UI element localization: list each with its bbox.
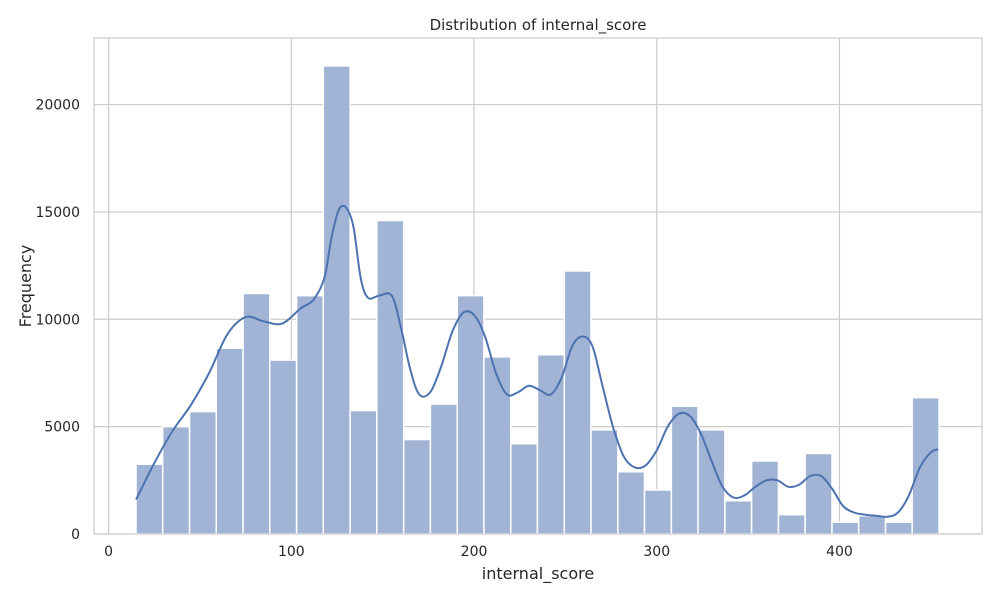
histogram-bar bbox=[750, 460, 780, 535]
histogram-bar bbox=[188, 410, 217, 535]
x-tick-label: 100 bbox=[278, 544, 305, 560]
histogram-bar bbox=[456, 294, 485, 535]
histogram-bar bbox=[724, 499, 753, 535]
x-tick-label: 200 bbox=[461, 544, 488, 560]
y-axis-label: Frequency bbox=[16, 245, 35, 328]
x-axis-label: internal_score bbox=[482, 564, 594, 584]
histogram-bar bbox=[242, 292, 271, 535]
histogram-bar bbox=[295, 294, 325, 535]
histogram-bar bbox=[510, 443, 539, 535]
y-tick-label: 0 bbox=[71, 527, 80, 543]
histogram-bar bbox=[563, 270, 592, 535]
chart-title: Distribution of internal_score bbox=[430, 16, 647, 35]
histogram-bar bbox=[349, 409, 378, 535]
histogram-bar bbox=[322, 65, 351, 535]
x-tick-label: 0 bbox=[104, 544, 113, 560]
histogram-bar bbox=[269, 359, 298, 535]
histogram-bar bbox=[884, 521, 913, 535]
histogram-bar bbox=[643, 489, 673, 535]
histogram-bar bbox=[831, 521, 860, 535]
histogram-bar bbox=[483, 356, 512, 535]
y-tick-label: 5000 bbox=[44, 420, 80, 436]
histogram-bar bbox=[161, 425, 191, 535]
histogram-bar bbox=[590, 429, 619, 535]
histogram-bar bbox=[617, 470, 646, 535]
y-tick-label: 15000 bbox=[35, 205, 80, 221]
histogram-bar bbox=[536, 353, 566, 535]
histogram-bar bbox=[215, 347, 244, 535]
histogram-bar bbox=[402, 438, 432, 535]
histogram-bar bbox=[429, 403, 458, 535]
y-tick-label: 20000 bbox=[35, 98, 80, 114]
histogram-bar bbox=[376, 219, 405, 535]
y-tick-label: 10000 bbox=[35, 312, 80, 328]
tick-label-layer: 0 100 200 300 400 0 5000 10000 15000 20000 bbox=[35, 98, 852, 560]
histogram-bar bbox=[857, 514, 887, 535]
x-tick-label: 400 bbox=[826, 544, 853, 560]
histogram-bar bbox=[777, 513, 806, 535]
histogram-bar bbox=[911, 396, 940, 535]
histogram-bar bbox=[670, 405, 699, 535]
kde-layer bbox=[135, 204, 939, 518]
x-tick-label: 300 bbox=[643, 544, 670, 560]
plot-frame bbox=[93, 37, 983, 535]
kde-curve bbox=[135, 204, 939, 518]
bar-layer bbox=[135, 65, 940, 535]
histogram-bar bbox=[804, 452, 833, 535]
